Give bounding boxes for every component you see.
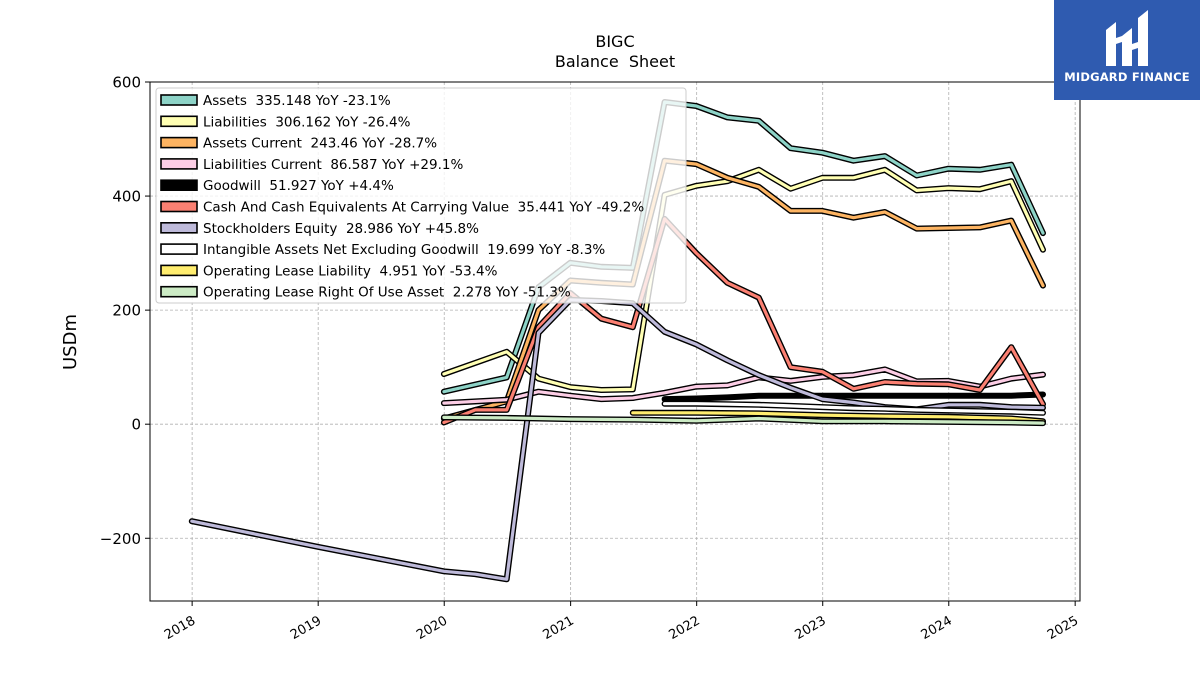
x-tick-label: 2019 (288, 613, 324, 643)
series-line (631, 411, 1045, 423)
plot-frame (149, 81, 1081, 602)
chart-title: BIGC (595, 32, 634, 51)
x-tick-label: 2018 (162, 613, 198, 643)
y-tick-label: 600 (112, 74, 141, 92)
legend-swatch (160, 115, 198, 128)
brand-logo: MIDGARD FINANCE (1054, 0, 1200, 100)
x-tick-label: 2020 (414, 613, 450, 643)
series-line (442, 217, 1045, 425)
series-line-outline (188, 296, 1046, 583)
series-line (662, 402, 1045, 415)
legend-label: Stockholders Equity 28.986 YoY +45.8% (203, 221, 479, 237)
legend-label: Goodwill 51.927 YoY +4.4% (203, 178, 394, 194)
legend-swatch (160, 264, 198, 277)
logo-mark-icon (1106, 10, 1148, 66)
series-line (662, 392, 1045, 401)
series-group (440, 215, 1046, 426)
y-tick-label: 400 (112, 188, 141, 206)
y-tick-label: −200 (100, 530, 141, 548)
y-tick-label: 200 (112, 302, 141, 320)
series-lines (188, 99, 1046, 583)
legend-label: Operating Lease Right Of Use Asset 2.278… (203, 285, 571, 301)
series-group (440, 166, 1046, 393)
legend-swatch (160, 222, 198, 234)
legend-swatch (160, 243, 198, 255)
x-tick-label: 2022 (667, 613, 703, 643)
legend-box (155, 87, 687, 304)
logo-text: MIDGARD FINANCE (1064, 70, 1190, 84)
x-tick-label: 2024 (919, 613, 955, 643)
y-tick-label: 0 (131, 416, 141, 434)
legend-label: Assets 335.148 YoY -23.1% (203, 93, 391, 109)
series-line (442, 168, 1045, 392)
x-tick-label: 2021 (540, 613, 576, 643)
legend-swatch (160, 94, 198, 106)
legend-label: Liabilities 306.162 YoY -26.4% (203, 114, 411, 130)
legend-swatch (160, 136, 198, 149)
legend-swatch (160, 285, 198, 298)
series-group (629, 409, 1046, 425)
legend-swatch (160, 179, 198, 191)
legend-swatch (160, 200, 198, 213)
legend-label: Assets Current 243.46 YoY -28.7% (203, 136, 437, 152)
series-line (190, 298, 1045, 581)
y-axis-label: USDm (60, 314, 81, 370)
series-group (440, 414, 1046, 427)
legend-label: Liabilities Current 86.587 YoY +29.1% (203, 157, 463, 173)
series-group (188, 296, 1046, 583)
x-tick-label: 2023 (793, 613, 829, 643)
legend-label: Operating Lease Liability 4.951 YoY -53.… (203, 263, 498, 279)
legend-swatch (160, 158, 198, 170)
chart-subtitle: Balance Sheet (555, 52, 675, 71)
series-group (661, 391, 1046, 403)
legend-label: Intangible Assets Net Excluding Goodwill… (203, 242, 605, 258)
legend-label: Cash And Cash Equivalents At Carrying Va… (203, 200, 644, 216)
x-tick-label: 2025 (1045, 613, 1081, 643)
legend: Assets 335.148 YoY -23.1% Liabilities 306… (155, 87, 687, 304)
series-group (661, 400, 1046, 416)
series-line (442, 415, 1045, 425)
